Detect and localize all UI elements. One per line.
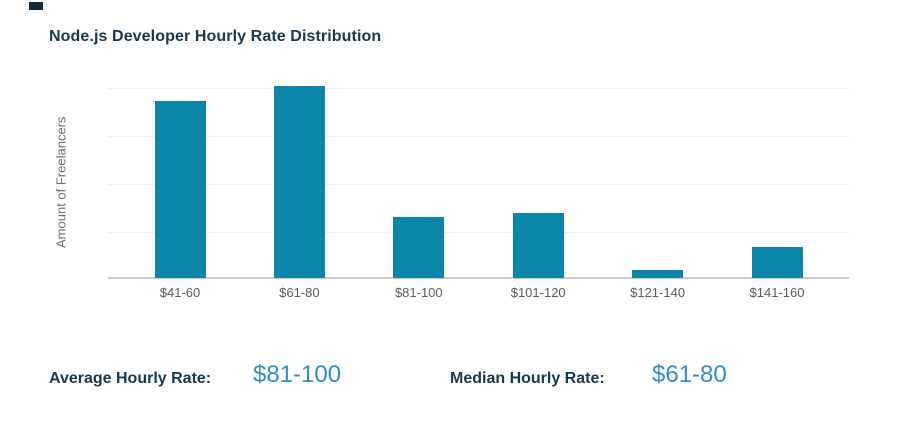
gridline bbox=[108, 136, 849, 137]
gridline bbox=[108, 232, 849, 233]
y-axis-title: Amount of Freelancers bbox=[53, 116, 69, 248]
bar-141-160 bbox=[751, 247, 803, 278]
bar-101-120 bbox=[512, 213, 564, 278]
gridline bbox=[108, 184, 849, 185]
x-axis-line bbox=[108, 277, 849, 279]
x-tick-label: $81-100 bbox=[394, 285, 443, 300]
x-tick-label: $61-80 bbox=[279, 285, 320, 300]
x-tick-label: $101-120 bbox=[510, 285, 566, 300]
median-rate-label: Median Hourly Rate: bbox=[450, 370, 605, 387]
bar-41-60 bbox=[154, 101, 206, 278]
chart-title: Node.js Developer Hourly Rate Distributi… bbox=[49, 28, 382, 45]
average-rate-label: Average Hourly Rate: bbox=[49, 370, 212, 387]
bar-81-100 bbox=[393, 217, 445, 278]
bar-61-80 bbox=[273, 86, 325, 278]
x-tick-label: $41-60 bbox=[159, 285, 201, 300]
bar-121-140 bbox=[632, 270, 684, 278]
gridline bbox=[108, 88, 849, 89]
plot-area bbox=[108, 86, 849, 279]
median-rate-value: $61-80 bbox=[652, 361, 727, 388]
x-tick-label: $141-160 bbox=[749, 285, 805, 300]
corner-mark bbox=[29, 2, 43, 10]
x-tick-label: $121-140 bbox=[630, 285, 686, 300]
x-axis-labels: $41-60 $61-80 $81-100 $101-120 $121-140 $141-… bbox=[108, 285, 849, 303]
average-rate-value: $81-100 bbox=[253, 361, 342, 388]
